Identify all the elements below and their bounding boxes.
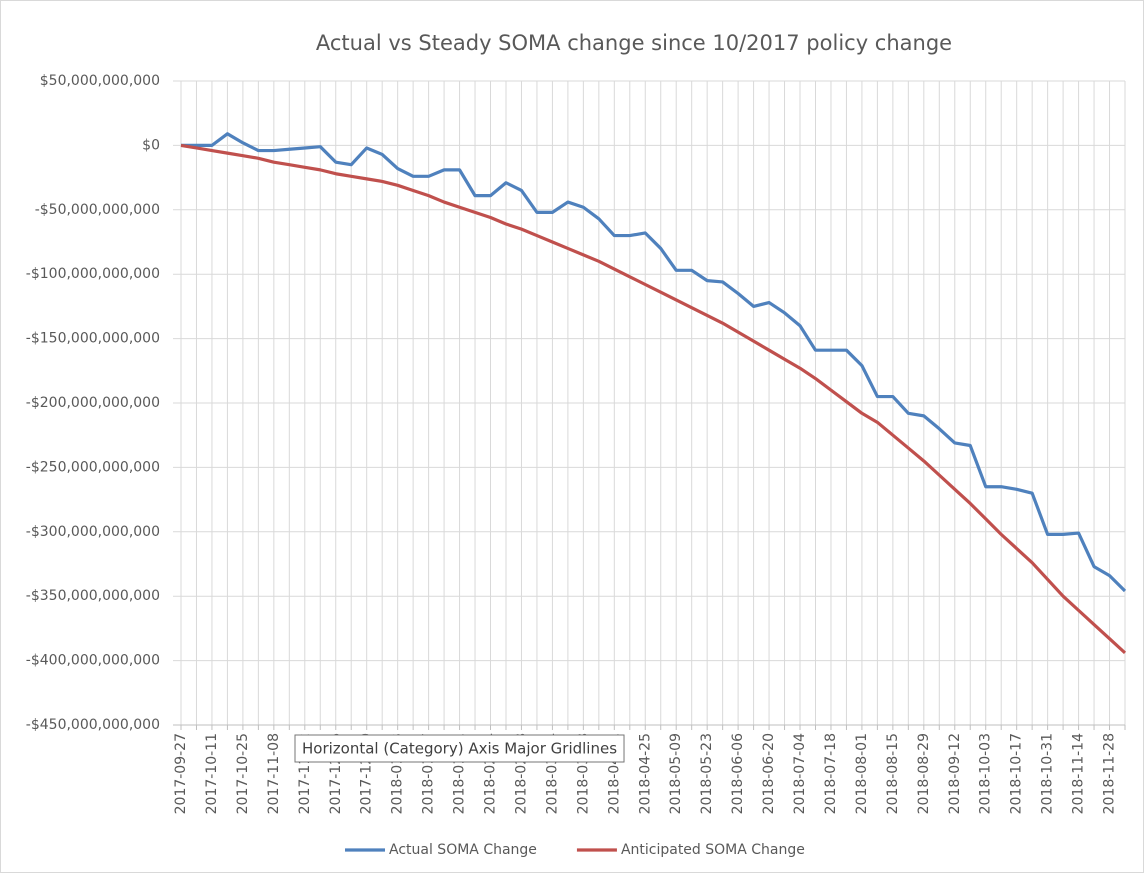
x-tick-label: 2017-10-11 xyxy=(204,733,220,814)
x-tick-label: 2017-11-08 xyxy=(266,733,282,814)
legend-label: Anticipated SOMA Change xyxy=(621,842,805,858)
legend-label: Actual SOMA Change xyxy=(389,842,537,858)
overlay: Actual SOMA Change Anticipated SOMA Chang… xyxy=(294,734,805,858)
series-line xyxy=(181,132,1127,593)
x-tick-label: 2018-04-25 xyxy=(637,733,653,814)
x-tick-label: 2018-07-18 xyxy=(823,733,839,814)
y-tick-label: $50,000,000,000 xyxy=(40,73,160,89)
y-tick-label: -$50,000,000,000 xyxy=(35,202,160,218)
x-tick-label: 2018-08-29 xyxy=(916,733,932,814)
x-tick-label: 2018-10-17 xyxy=(1009,733,1025,814)
x-tick-label: 2018-09-12 xyxy=(947,733,963,814)
plot xyxy=(180,132,1127,655)
y-tick-label: -$150,000,000,000 xyxy=(26,331,160,347)
y-tick-label: -$400,000,000,000 xyxy=(26,653,160,669)
y-tick-label: -$350,000,000,000 xyxy=(26,588,160,604)
y-tick-label: -$450,000,000,000 xyxy=(26,717,160,733)
tooltip-box xyxy=(294,734,625,763)
x-tick-label: 2017-09-27 xyxy=(173,733,189,814)
y-tick-label: $0 xyxy=(142,137,160,153)
series-line xyxy=(180,143,1127,655)
x-tick-label: 2018-05-09 xyxy=(668,733,684,814)
x-tick-label: 2018-08-01 xyxy=(854,733,870,814)
x-tick-label: 2018-05-23 xyxy=(699,733,715,814)
x-tick-label: 2018-06-20 xyxy=(761,733,777,814)
x-tick-label: 2018-10-03 xyxy=(978,733,994,814)
x-tick-label: 2018-11-14 xyxy=(1071,733,1087,814)
y-tick-label: -$200,000,000,000 xyxy=(26,395,160,411)
x-tick-label: 2018-11-28 xyxy=(1102,733,1118,814)
chart-title: Actual vs Steady SOMA change since 10/20… xyxy=(316,31,952,55)
x-tick-label: 2018-08-15 xyxy=(885,733,901,814)
x-tick-label: 2018-07-04 xyxy=(792,733,808,814)
tooltip-text: Horizontal (Category) Axis Major Gridlin… xyxy=(302,740,617,758)
y-tick-label: -$300,000,000,000 xyxy=(26,524,160,540)
y-tick-label: -$100,000,000,000 xyxy=(26,266,160,282)
x-tick-label: 2017-10-25 xyxy=(235,733,251,814)
y-tick-label: -$250,000,000,000 xyxy=(26,459,160,475)
x-tick-label: 2018-06-06 xyxy=(730,733,746,814)
x-tick-label: 2018-10-31 xyxy=(1040,733,1056,814)
